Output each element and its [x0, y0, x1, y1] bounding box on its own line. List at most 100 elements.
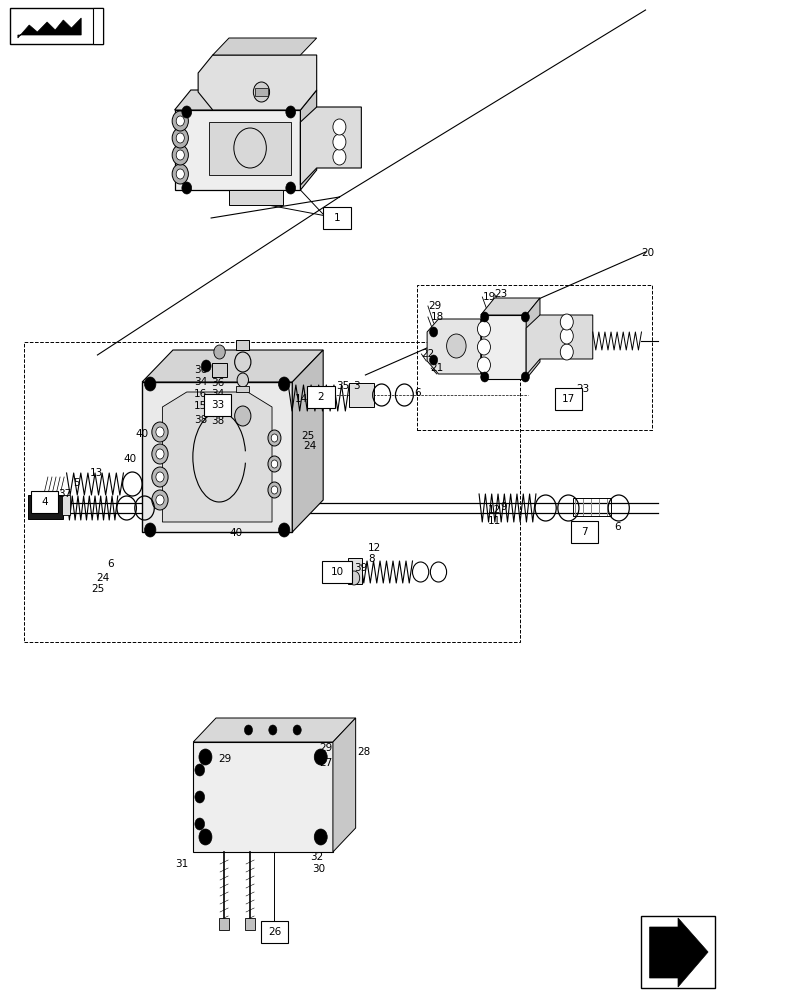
Circle shape — [477, 321, 490, 337]
Text: 26: 26 — [268, 927, 281, 937]
Bar — [204, 394, 231, 416]
Circle shape — [234, 406, 251, 426]
Text: 22: 22 — [421, 349, 434, 359]
Text: 10: 10 — [330, 567, 343, 577]
Circle shape — [333, 119, 345, 135]
Circle shape — [477, 357, 490, 373]
Bar — [255, 88, 268, 96]
Circle shape — [156, 427, 164, 437]
Polygon shape — [18, 18, 81, 38]
Bar — [212, 363, 226, 377]
Circle shape — [521, 372, 529, 382]
Circle shape — [244, 725, 252, 735]
Text: 6: 6 — [107, 559, 114, 569]
Polygon shape — [480, 315, 526, 379]
Text: 14: 14 — [294, 394, 307, 404]
Circle shape — [285, 106, 295, 118]
Text: 40: 40 — [229, 528, 242, 538]
Circle shape — [195, 791, 204, 803]
Circle shape — [152, 422, 168, 442]
Polygon shape — [212, 38, 316, 55]
Text: 18: 18 — [430, 312, 443, 322]
Bar — [10, 8, 103, 44]
Text: 32: 32 — [310, 852, 323, 862]
Circle shape — [156, 495, 164, 505]
Circle shape — [156, 449, 164, 459]
Text: 5: 5 — [73, 478, 79, 488]
Circle shape — [477, 339, 490, 355]
Text: 34: 34 — [211, 389, 224, 399]
Text: 39: 39 — [354, 563, 367, 573]
Circle shape — [429, 327, 437, 337]
Text: 6: 6 — [414, 388, 420, 398]
Circle shape — [195, 818, 204, 830]
Bar — [321, 561, 352, 583]
Text: 38: 38 — [194, 415, 207, 425]
Polygon shape — [174, 110, 300, 190]
Circle shape — [333, 149, 345, 165]
Polygon shape — [162, 392, 272, 522]
Circle shape — [172, 128, 188, 148]
Circle shape — [314, 829, 327, 845]
Text: 30: 30 — [311, 864, 324, 874]
Text: 29: 29 — [427, 301, 440, 311]
Polygon shape — [649, 918, 707, 987]
Text: 21: 21 — [430, 363, 443, 373]
Circle shape — [268, 482, 281, 498]
Bar — [62, 495, 70, 515]
Circle shape — [333, 134, 345, 150]
Circle shape — [182, 182, 191, 194]
Circle shape — [271, 486, 277, 494]
Circle shape — [176, 150, 184, 160]
Text: 25: 25 — [301, 431, 314, 441]
Text: 1: 1 — [333, 213, 340, 223]
Polygon shape — [480, 298, 539, 315]
Text: 12: 12 — [367, 543, 380, 553]
Bar — [570, 521, 598, 543]
Text: 40: 40 — [135, 429, 148, 439]
Bar — [323, 207, 350, 229]
Text: 31: 31 — [175, 859, 188, 869]
Text: 38: 38 — [211, 416, 224, 426]
Circle shape — [172, 164, 188, 184]
Circle shape — [172, 145, 188, 165]
Polygon shape — [526, 298, 539, 379]
Text: 25: 25 — [91, 584, 104, 594]
Bar — [260, 921, 288, 943]
Text: 9: 9 — [500, 502, 506, 512]
Text: 19: 19 — [482, 292, 495, 302]
Polygon shape — [300, 90, 316, 190]
Text: 33: 33 — [211, 400, 224, 410]
Text: 40: 40 — [123, 454, 136, 464]
Text: 23: 23 — [576, 384, 589, 394]
Polygon shape — [209, 122, 290, 175]
Polygon shape — [333, 718, 355, 852]
Bar — [641, 916, 714, 988]
Text: 28: 28 — [357, 747, 370, 757]
Bar — [219, 918, 229, 930]
Circle shape — [278, 377, 290, 391]
Bar — [307, 386, 334, 408]
Circle shape — [560, 328, 573, 344]
Text: 29: 29 — [218, 754, 231, 764]
Circle shape — [429, 355, 437, 365]
Text: 7: 7 — [581, 527, 587, 537]
Circle shape — [560, 314, 573, 330]
Circle shape — [271, 460, 277, 468]
Circle shape — [144, 377, 156, 391]
Bar — [236, 386, 249, 392]
Circle shape — [201, 360, 211, 372]
Polygon shape — [300, 107, 361, 185]
Circle shape — [199, 749, 212, 765]
Circle shape — [152, 444, 168, 464]
Circle shape — [176, 133, 184, 143]
Text: 36: 36 — [194, 365, 207, 375]
Polygon shape — [193, 718, 355, 742]
Text: 16: 16 — [211, 394, 224, 404]
Bar — [416, 285, 651, 430]
Bar — [31, 491, 58, 513]
Text: 12: 12 — [487, 505, 500, 515]
Text: 29: 29 — [319, 743, 332, 753]
Circle shape — [253, 82, 269, 102]
Circle shape — [152, 490, 168, 510]
